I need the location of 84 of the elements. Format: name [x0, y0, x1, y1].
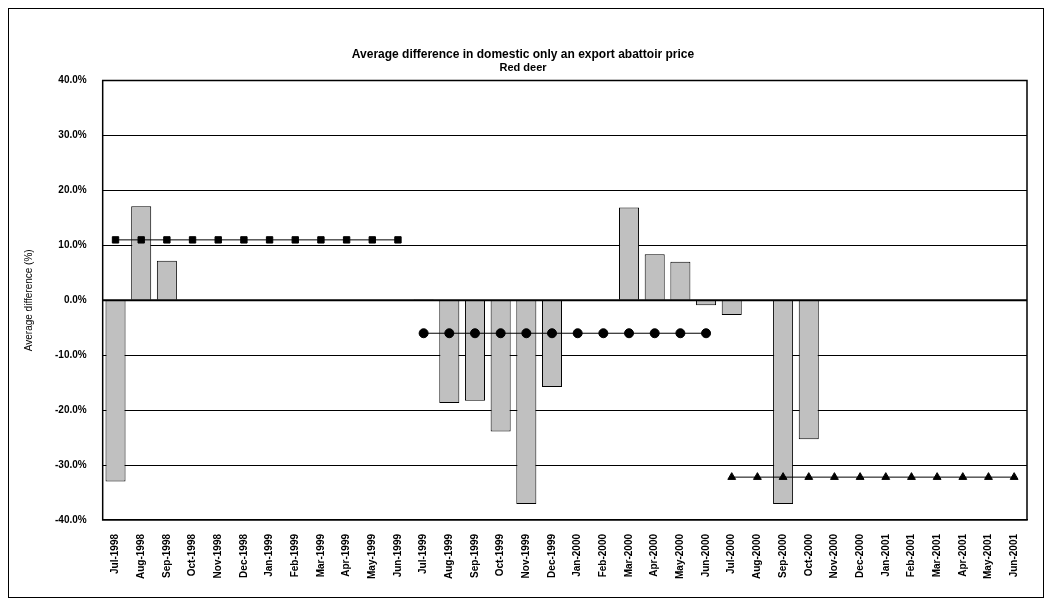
point: [368, 236, 376, 244]
chart-title: Average difference in domestic only an export abattoir price: [351, 46, 695, 61]
point: [727, 472, 737, 480]
x-tick-label: Aug-1999: [443, 533, 455, 579]
y-axis-title: Average difference (%): [22, 249, 34, 352]
x-tick-label: Jul-2000: [725, 533, 737, 574]
point: [444, 328, 455, 339]
x-tick-label: Nov-2000: [828, 533, 840, 579]
x-tick-label: Feb-2001: [905, 533, 917, 578]
point: [163, 236, 171, 244]
point: [394, 236, 402, 244]
x-tick-label: Jan-1999: [263, 533, 275, 577]
point: [1009, 472, 1019, 480]
x-tick-label: Sep-1999: [468, 533, 480, 578]
point: [675, 328, 686, 339]
point: [855, 472, 865, 480]
x-tick-label: Dec-2000: [853, 533, 865, 578]
point: [830, 472, 839, 480]
y-tick-label: -20.0%: [55, 403, 87, 415]
x-tick-label: Apr-2001: [956, 533, 968, 577]
point: [240, 236, 248, 244]
x-tick-label: Mar-2000: [622, 533, 634, 578]
point: [265, 236, 274, 244]
y-tick-label: -30.0%: [55, 458, 87, 470]
y-tick-label: 40.0%: [58, 74, 87, 86]
point: [881, 472, 891, 480]
y-tick-label: 0.0%: [63, 294, 87, 306]
x-tick-label: Apr-1999: [340, 533, 352, 577]
y-tick-label: -40.0%: [55, 513, 87, 525]
x-tick-label: Jul-1998: [109, 533, 121, 574]
chart-subtitle: Red deer: [499, 61, 548, 74]
point: [137, 236, 145, 244]
x-tick-label: Jun-2001: [1007, 533, 1019, 578]
x-tick-label: Dec-1999: [545, 533, 557, 578]
point: [418, 328, 429, 339]
point: [188, 236, 197, 244]
point: [342, 236, 351, 244]
x-tick-label: Nov-1999: [520, 533, 532, 579]
x-tick-label: Mar-1999: [314, 533, 326, 578]
point: [495, 328, 506, 339]
x-tick-label: Oct-1998: [186, 533, 198, 577]
x-tick-label: Apr-2000: [648, 533, 660, 577]
point: [521, 328, 532, 339]
y-tick-label: 30.0%: [58, 129, 87, 141]
x-tick-label: Jun-1999: [391, 533, 403, 578]
point: [317, 236, 325, 244]
x-tick-label: Sep-1998: [160, 533, 172, 578]
x-tick-label: Jul-1999: [417, 533, 429, 574]
point: [907, 472, 916, 480]
point: [778, 472, 788, 480]
point: [598, 328, 609, 339]
point: [624, 328, 635, 339]
x-tick-label: Mar-2001: [930, 533, 942, 578]
x-tick-label: Jun-2000: [699, 533, 711, 578]
x-tick-label: Feb-1999: [289, 533, 300, 578]
x-tick-label: Dec-1998: [237, 533, 249, 578]
point: [572, 328, 583, 339]
point: [547, 328, 558, 339]
point: [804, 472, 814, 480]
point: [753, 472, 762, 480]
point: [111, 236, 120, 244]
x-tick-label: May-2000: [674, 533, 686, 579]
point: [469, 328, 480, 339]
x-tick-label: Feb-2000: [597, 533, 609, 578]
point: [214, 236, 222, 244]
point: [649, 328, 660, 339]
x-tick-label: Jan-2000: [571, 533, 583, 577]
x-tick-label: Aug-1998: [134, 533, 146, 579]
x-tick-label: May-1999: [366, 533, 378, 579]
point: [958, 472, 968, 480]
x-tick-label: Jan-2001: [879, 533, 891, 577]
y-tick-label: -10.0%: [55, 348, 87, 360]
point: [291, 236, 299, 244]
x-tick-label: Oct-2000: [802, 533, 814, 577]
point: [932, 472, 942, 480]
point: [984, 472, 993, 480]
y-tick-label: 10.0%: [58, 239, 87, 251]
x-tick-label: Aug-2000: [751, 533, 763, 579]
y-tick-label: 20.0%: [58, 184, 87, 196]
x-tick-label: Sep-2000: [776, 533, 788, 578]
point: [701, 328, 712, 339]
x-tick-label: Nov-1998: [211, 533, 223, 579]
x-tick-label: Oct-1999: [494, 533, 506, 577]
x-tick-label: May-2001: [982, 533, 994, 579]
